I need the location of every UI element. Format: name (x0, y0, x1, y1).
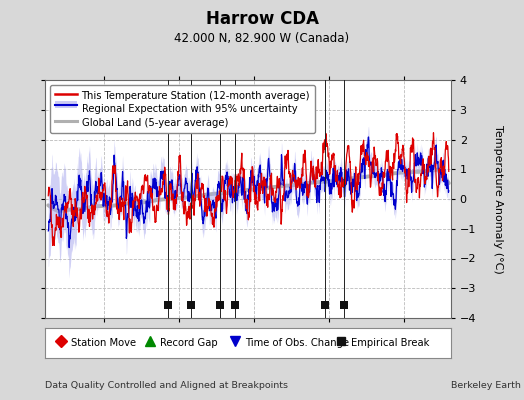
Text: Data Quality Controlled and Aligned at Breakpoints: Data Quality Controlled and Aligned at B… (45, 381, 288, 390)
Text: Berkeley Earth: Berkeley Earth (451, 381, 520, 390)
Legend: This Temperature Station (12-month average), Regional Expectation with 95% uncer: This Temperature Station (12-month avera… (50, 85, 315, 133)
Text: 42.000 N, 82.900 W (Canada): 42.000 N, 82.900 W (Canada) (174, 32, 350, 45)
Text: Station Move: Station Move (71, 338, 136, 348)
Text: Record Gap: Record Gap (160, 338, 218, 348)
Y-axis label: Temperature Anomaly (°C): Temperature Anomaly (°C) (493, 125, 503, 273)
Text: Harrow CDA: Harrow CDA (205, 10, 319, 28)
Text: Empirical Break: Empirical Break (351, 338, 430, 348)
Text: Time of Obs. Change: Time of Obs. Change (246, 338, 350, 348)
